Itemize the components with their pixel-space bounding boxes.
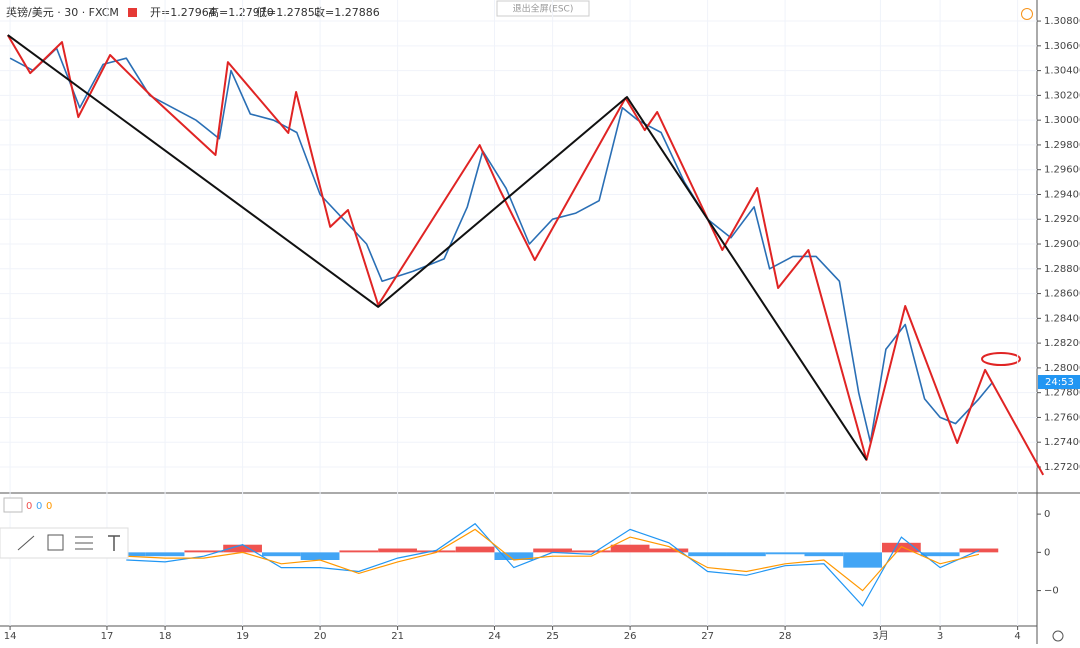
price-line xyxy=(9,47,994,443)
countdown: 24:53 xyxy=(1045,377,1074,388)
y-tick-label: 1.29000 xyxy=(1044,239,1080,250)
y-tick-label: 1.29800 xyxy=(1044,140,1080,151)
y-tick-label: 1.27800 xyxy=(1044,388,1080,399)
x-tick-label: 17 xyxy=(101,631,114,642)
high-value: 高=1.27970 xyxy=(208,5,274,19)
y-tick-label: 1.28200 xyxy=(1044,338,1080,349)
histogram-bar xyxy=(726,552,766,557)
x-tick-label: 19 xyxy=(236,631,249,642)
y-tick-label: 1.30000 xyxy=(1044,115,1080,126)
y-tick-label: 1.29400 xyxy=(1044,189,1080,200)
price-line xyxy=(7,34,868,461)
flag-icon[interactable] xyxy=(128,8,137,17)
y-tick-label: 1.28600 xyxy=(1044,289,1080,300)
x-tick-label: 3月 xyxy=(872,630,888,642)
y-tick-label: 0 xyxy=(1044,509,1050,520)
symbol: 英镑/美元 · 30 · FXCM xyxy=(6,5,119,19)
y-tick-label: −0 xyxy=(1044,586,1059,597)
y-tick-label: 1.28800 xyxy=(1044,264,1080,275)
legend-value: 0 xyxy=(36,501,42,512)
price-tag xyxy=(1038,375,1080,390)
collapse-button[interactable] xyxy=(3,497,23,513)
legend-value: 0 xyxy=(46,501,52,512)
y-tick-label: 1.28000 xyxy=(1044,363,1080,374)
histogram-bar xyxy=(610,544,650,553)
x-tick-label: 26 xyxy=(624,631,637,642)
low-value: 低=1.27853 xyxy=(256,6,322,19)
x-tick-label: 14 xyxy=(4,631,17,642)
histogram-bar xyxy=(765,552,805,555)
legend-value: 0 xyxy=(26,501,32,512)
y-tick-label: 1.30800 xyxy=(1044,16,1080,27)
annotation-ellipse xyxy=(981,352,1021,366)
price-line xyxy=(6,34,1045,476)
y-tick-label: 1.30200 xyxy=(1044,90,1080,101)
rectangle-tool[interactable] xyxy=(47,534,64,551)
x-tick-label: 4 xyxy=(1014,631,1020,642)
exit-fullscreen-label: 退出全屏(ESC) xyxy=(513,3,574,15)
toolbar xyxy=(0,497,129,559)
histogram-bar xyxy=(145,552,185,557)
fib-tool[interactable] xyxy=(75,536,93,550)
settings-icon[interactable] xyxy=(1052,630,1064,642)
histogram-bar xyxy=(649,548,689,553)
histogram-bar xyxy=(533,548,572,553)
histogram-bar xyxy=(261,552,301,557)
histogram-bar xyxy=(378,548,417,553)
histogram-bar xyxy=(881,542,921,553)
histogram-bar xyxy=(920,552,960,557)
y-tick-label: 1.27200 xyxy=(1044,462,1080,473)
histogram-bar xyxy=(688,552,727,557)
y-tick-label: 1.28400 xyxy=(1044,313,1080,324)
histogram-bar xyxy=(455,546,495,553)
histogram-bar xyxy=(494,552,534,560)
histogram-bar xyxy=(339,550,379,553)
histogram-bar xyxy=(223,544,262,553)
x-tick-label: 18 xyxy=(159,631,172,642)
y-tick-label: 1.29200 xyxy=(1044,214,1080,225)
macd-line xyxy=(126,528,980,592)
drawing-toolbar xyxy=(0,527,129,559)
y-tick-label: 1.30600 xyxy=(1044,41,1080,52)
histogram-bar xyxy=(804,552,844,557)
histogram-bar xyxy=(571,550,611,553)
close-value: 收=1.27886 xyxy=(314,5,380,19)
text-tool[interactable] xyxy=(108,535,120,551)
histogram-bar xyxy=(300,552,340,560)
exit-fullscreen[interactable] xyxy=(496,0,590,17)
x-tick-label: 3 xyxy=(937,631,943,642)
y-tick-label: 1.27600 xyxy=(1044,412,1080,423)
histogram-bar xyxy=(843,552,882,568)
x-tick-label: 28 xyxy=(779,631,792,642)
alert-icon[interactable] xyxy=(1021,8,1033,20)
y-tick-label: 1.27400 xyxy=(1044,437,1080,448)
y-tick-label: 1.29600 xyxy=(1044,165,1080,176)
x-tick-label: 24 xyxy=(488,631,501,642)
histogram-bar xyxy=(184,550,224,553)
histogram-bar xyxy=(416,550,456,553)
x-tick-label: 20 xyxy=(314,631,327,642)
open-value: 开=1.27964 xyxy=(150,6,216,19)
x-tick-label: 27 xyxy=(701,631,714,642)
x-tick-label: 25 xyxy=(546,631,559,642)
y-tick-label: 0 xyxy=(1044,547,1050,558)
trend-line-tool[interactable] xyxy=(17,535,35,551)
y-tick-label: 1.30400 xyxy=(1044,66,1080,77)
x-tick-label: 21 xyxy=(391,631,404,642)
